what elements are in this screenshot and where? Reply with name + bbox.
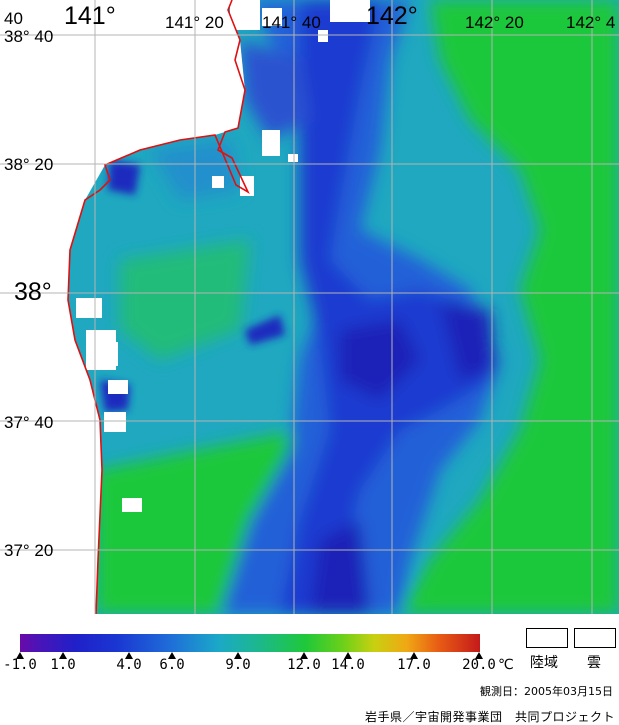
- corner-label: 40: [4, 9, 23, 28]
- colorbar-tick-label: 20.0: [462, 657, 496, 673]
- credit-line: 岩手県／宇宙開発事業団 共同プロジェクト: [364, 710, 615, 724]
- lat-label-37-20: 37° 20: [4, 541, 53, 560]
- lat-label-38: 38°: [14, 278, 52, 306]
- lon-label-142-40: 142° 4: [566, 13, 615, 32]
- colorbar-tick-label: 6.0: [159, 657, 185, 673]
- cloud-legend-label: 雲: [587, 655, 601, 671]
- lat-label-37-40: 37° 40: [4, 413, 53, 432]
- lon-label-141-40: 141° 40: [262, 13, 321, 32]
- lon-label-141: 141°: [64, 2, 116, 30]
- lon-label-142-20: 142° 20: [465, 13, 524, 32]
- colorbar-tick-label: -1.0: [3, 657, 37, 673]
- lat-label-38-40: 38° 40: [4, 27, 53, 46]
- sst-map: 40 141° 141° 20 141° 40 142° 142° 20 142…: [0, 0, 619, 614]
- lon-label-141-20: 141° 20: [165, 13, 224, 32]
- coastline: [67, 0, 250, 614]
- land-legend-swatch: [526, 628, 568, 648]
- graticule: [0, 0, 619, 614]
- cloud-legend-swatch: [574, 628, 616, 648]
- temperature-colorbar: [20, 634, 480, 652]
- colorbar-tick-label: 14.0: [331, 657, 365, 673]
- temperature-unit: ℃: [498, 657, 514, 673]
- lat-label-38-20: 38° 20: [4, 155, 53, 174]
- land-legend-label: 陸域: [530, 655, 558, 671]
- colorbar-tick-label: 9.0: [225, 657, 251, 673]
- observation-date: 観測日：2005年03月15日: [480, 685, 613, 698]
- colorbar-tick-label: 17.0: [397, 657, 431, 673]
- colorbar-tick-label: 1.0: [50, 657, 76, 673]
- colorbar-tick-label: 4.0: [116, 657, 142, 673]
- colorbar-tick-label: 12.0: [287, 657, 321, 673]
- lon-label-142: 142°: [366, 2, 418, 30]
